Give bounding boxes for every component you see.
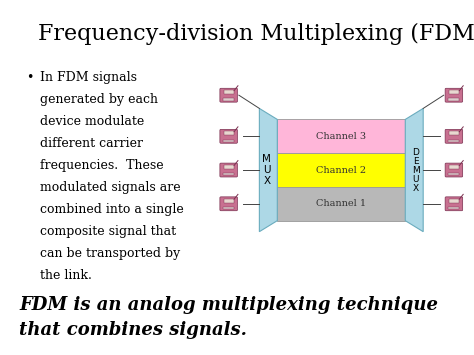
Polygon shape <box>259 108 277 232</box>
Text: •: • <box>26 71 34 84</box>
FancyBboxPatch shape <box>220 197 237 211</box>
Text: In FDM signals: In FDM signals <box>40 71 137 84</box>
Text: can be transported by: can be transported by <box>40 247 181 260</box>
Text: Channel 2: Channel 2 <box>316 165 366 175</box>
Bar <box>277 119 405 153</box>
FancyBboxPatch shape <box>448 207 459 209</box>
FancyBboxPatch shape <box>449 199 459 203</box>
Bar <box>277 153 405 187</box>
FancyBboxPatch shape <box>223 140 234 142</box>
FancyBboxPatch shape <box>224 131 234 135</box>
Text: Channel 3: Channel 3 <box>316 132 366 141</box>
Text: generated by each: generated by each <box>40 93 158 106</box>
FancyBboxPatch shape <box>224 199 234 203</box>
FancyBboxPatch shape <box>449 165 459 169</box>
Text: device modulate: device modulate <box>40 115 145 128</box>
FancyBboxPatch shape <box>445 197 463 211</box>
FancyBboxPatch shape <box>223 98 234 101</box>
FancyBboxPatch shape <box>445 129 463 143</box>
Text: composite signal that: composite signal that <box>40 225 176 238</box>
Text: D
E
M
U
X: D E M U X <box>412 148 419 192</box>
Text: Channel 1: Channel 1 <box>316 199 366 208</box>
FancyBboxPatch shape <box>220 129 237 143</box>
Text: the link.: the link. <box>40 269 92 282</box>
FancyBboxPatch shape <box>449 90 459 94</box>
Text: Frequency-division Multiplexing (FDM): Frequency-division Multiplexing (FDM) <box>38 23 474 45</box>
Polygon shape <box>405 108 423 232</box>
FancyBboxPatch shape <box>224 90 234 94</box>
FancyBboxPatch shape <box>223 173 234 175</box>
FancyBboxPatch shape <box>448 173 459 175</box>
Text: modulated signals are: modulated signals are <box>40 181 181 194</box>
FancyBboxPatch shape <box>220 88 237 102</box>
Text: FDM is an analog multiplexing technique: FDM is an analog multiplexing technique <box>19 296 438 315</box>
FancyBboxPatch shape <box>448 140 459 142</box>
FancyBboxPatch shape <box>449 131 459 135</box>
FancyBboxPatch shape <box>448 98 459 101</box>
FancyBboxPatch shape <box>220 163 237 177</box>
Text: that combines signals.: that combines signals. <box>19 321 247 339</box>
Bar <box>277 187 405 221</box>
Text: M
U
X: M U X <box>263 154 271 186</box>
Text: frequencies.  These: frequencies. These <box>40 159 164 172</box>
Text: different carrier: different carrier <box>40 137 143 150</box>
FancyBboxPatch shape <box>224 165 234 169</box>
FancyBboxPatch shape <box>223 207 234 209</box>
FancyBboxPatch shape <box>445 88 463 102</box>
FancyBboxPatch shape <box>445 163 463 177</box>
Text: combined into a single: combined into a single <box>40 203 184 216</box>
